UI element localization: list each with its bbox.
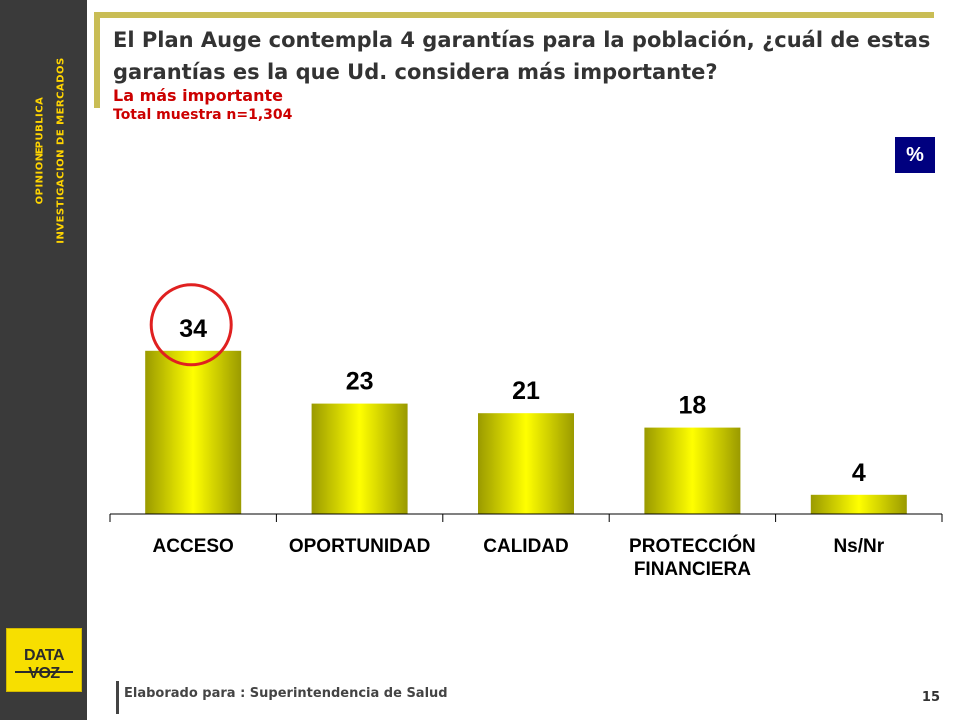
data-label: 23 [346,368,374,396]
bar [145,350,242,514]
sidebar: OPINION PUBLICA E INVESTIGACION DE MERCA… [0,0,87,720]
sidebar-tagline-line2: E [34,146,46,155]
footer-accent-bar [116,681,119,714]
chart-subtitle: La más importante [113,86,283,105]
category-label: Ns/Nr [833,536,884,557]
category-label: ACCESO [153,536,234,557]
sidebar-tagline-line3: INVESTIGACION DE MERCADOS [55,57,67,244]
sample-size: Total muestra n=1,304 [113,107,293,123]
data-label: 18 [678,392,706,420]
datavoz-logo: DATA VOZ [6,628,82,692]
logo-text: DATA VOZ [23,647,65,682]
category-label: CALIDAD [483,536,569,557]
chart-title: El Plan Auge contempla 4 garantías para … [113,28,931,84]
category-label: FINANCIERA [634,559,751,580]
footer-prepared-for: Elaborado para : Superintendencia de Sal… [124,686,448,701]
top-accent-rule [96,12,934,18]
bar [478,413,574,514]
bar-chart: 34 ACCESO 23 OPORTUNIDAD 21 CALIDAD 18 PROTECCI… [109,283,943,580]
bar [311,403,408,514]
title-accent-bar [94,12,100,108]
page-number: 15 [921,690,940,705]
category-label: OPORTUNIDAD [289,536,430,557]
bar [810,494,907,514]
highlight-circle [149,283,233,367]
data-label: 4 [852,459,866,487]
percent-unit-badge: % [895,137,935,173]
bar [644,427,741,514]
category-label: PROTECCIÓN [629,535,756,557]
data-label: 21 [512,377,540,405]
logo-underline [15,671,73,673]
data-label: 34 [179,315,207,343]
